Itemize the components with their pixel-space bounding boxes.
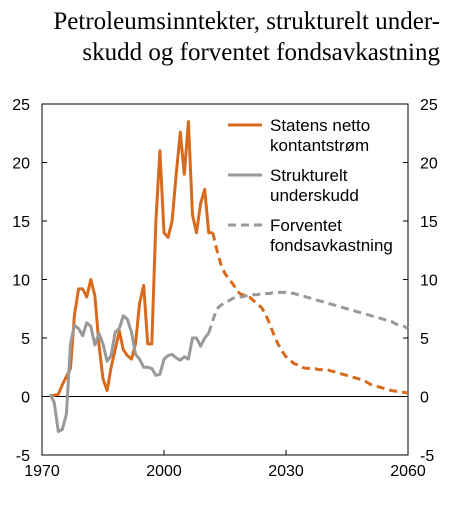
y-tick-label-left: 20 [12, 156, 30, 173]
chart-title-line-1: Petroleumsinntekter, strukturelt under- [53, 8, 440, 35]
legend-label-2: fondsavkastning [270, 236, 393, 255]
y-tick-label-left: 15 [12, 214, 30, 231]
y-tick-label-right: 15 [420, 214, 438, 231]
y-tick-label-left: -5 [16, 448, 30, 465]
y-tick-label-right: 25 [420, 97, 438, 114]
legend-label-2: Forventet [270, 216, 342, 235]
plot-frame [41, 103, 409, 456]
chart-title: Petroleumsinntekter, strukturelt under- … [0, 6, 440, 68]
y-tick-label-right: -5 [420, 448, 434, 465]
x-tick-label: 1970 [24, 463, 60, 480]
y-tick-label-left: 10 [12, 273, 30, 290]
y-tick-label-left: 5 [21, 331, 30, 348]
y-tick-label-right: 20 [420, 156, 438, 173]
x-tick-label: 2030 [268, 463, 304, 480]
legend-label-0: Statens netto [270, 116, 370, 135]
series-line-2 [48, 314, 210, 434]
series-line-3 [207, 290, 409, 334]
x-tick-label: 2000 [146, 463, 182, 480]
axes: -5 -5 0 0 5 5 10 10 15 15 20 20 25 25 1970 2000 2030 2060 [12, 97, 438, 480]
legend-label-0: kontantstrøm [270, 136, 369, 155]
series-lines [48, 120, 409, 434]
series-line-0 [49, 120, 213, 398]
x-tick-label: 2060 [390, 463, 426, 480]
y-tick-label-right: 0 [420, 390, 429, 407]
y-tick-label-right: 5 [420, 331, 429, 348]
legend-label-1: Strukturelt [270, 166, 348, 185]
series-line-1 [211, 232, 409, 395]
y-tick-label-left: 0 [21, 390, 30, 407]
y-tick-label-left: 25 [12, 97, 30, 114]
chart-title-line-2: skudd og forventet fondsavkastning [82, 39, 440, 66]
y-tick-label-right: 10 [420, 273, 438, 290]
legend-label-1: underskudd [270, 186, 359, 205]
